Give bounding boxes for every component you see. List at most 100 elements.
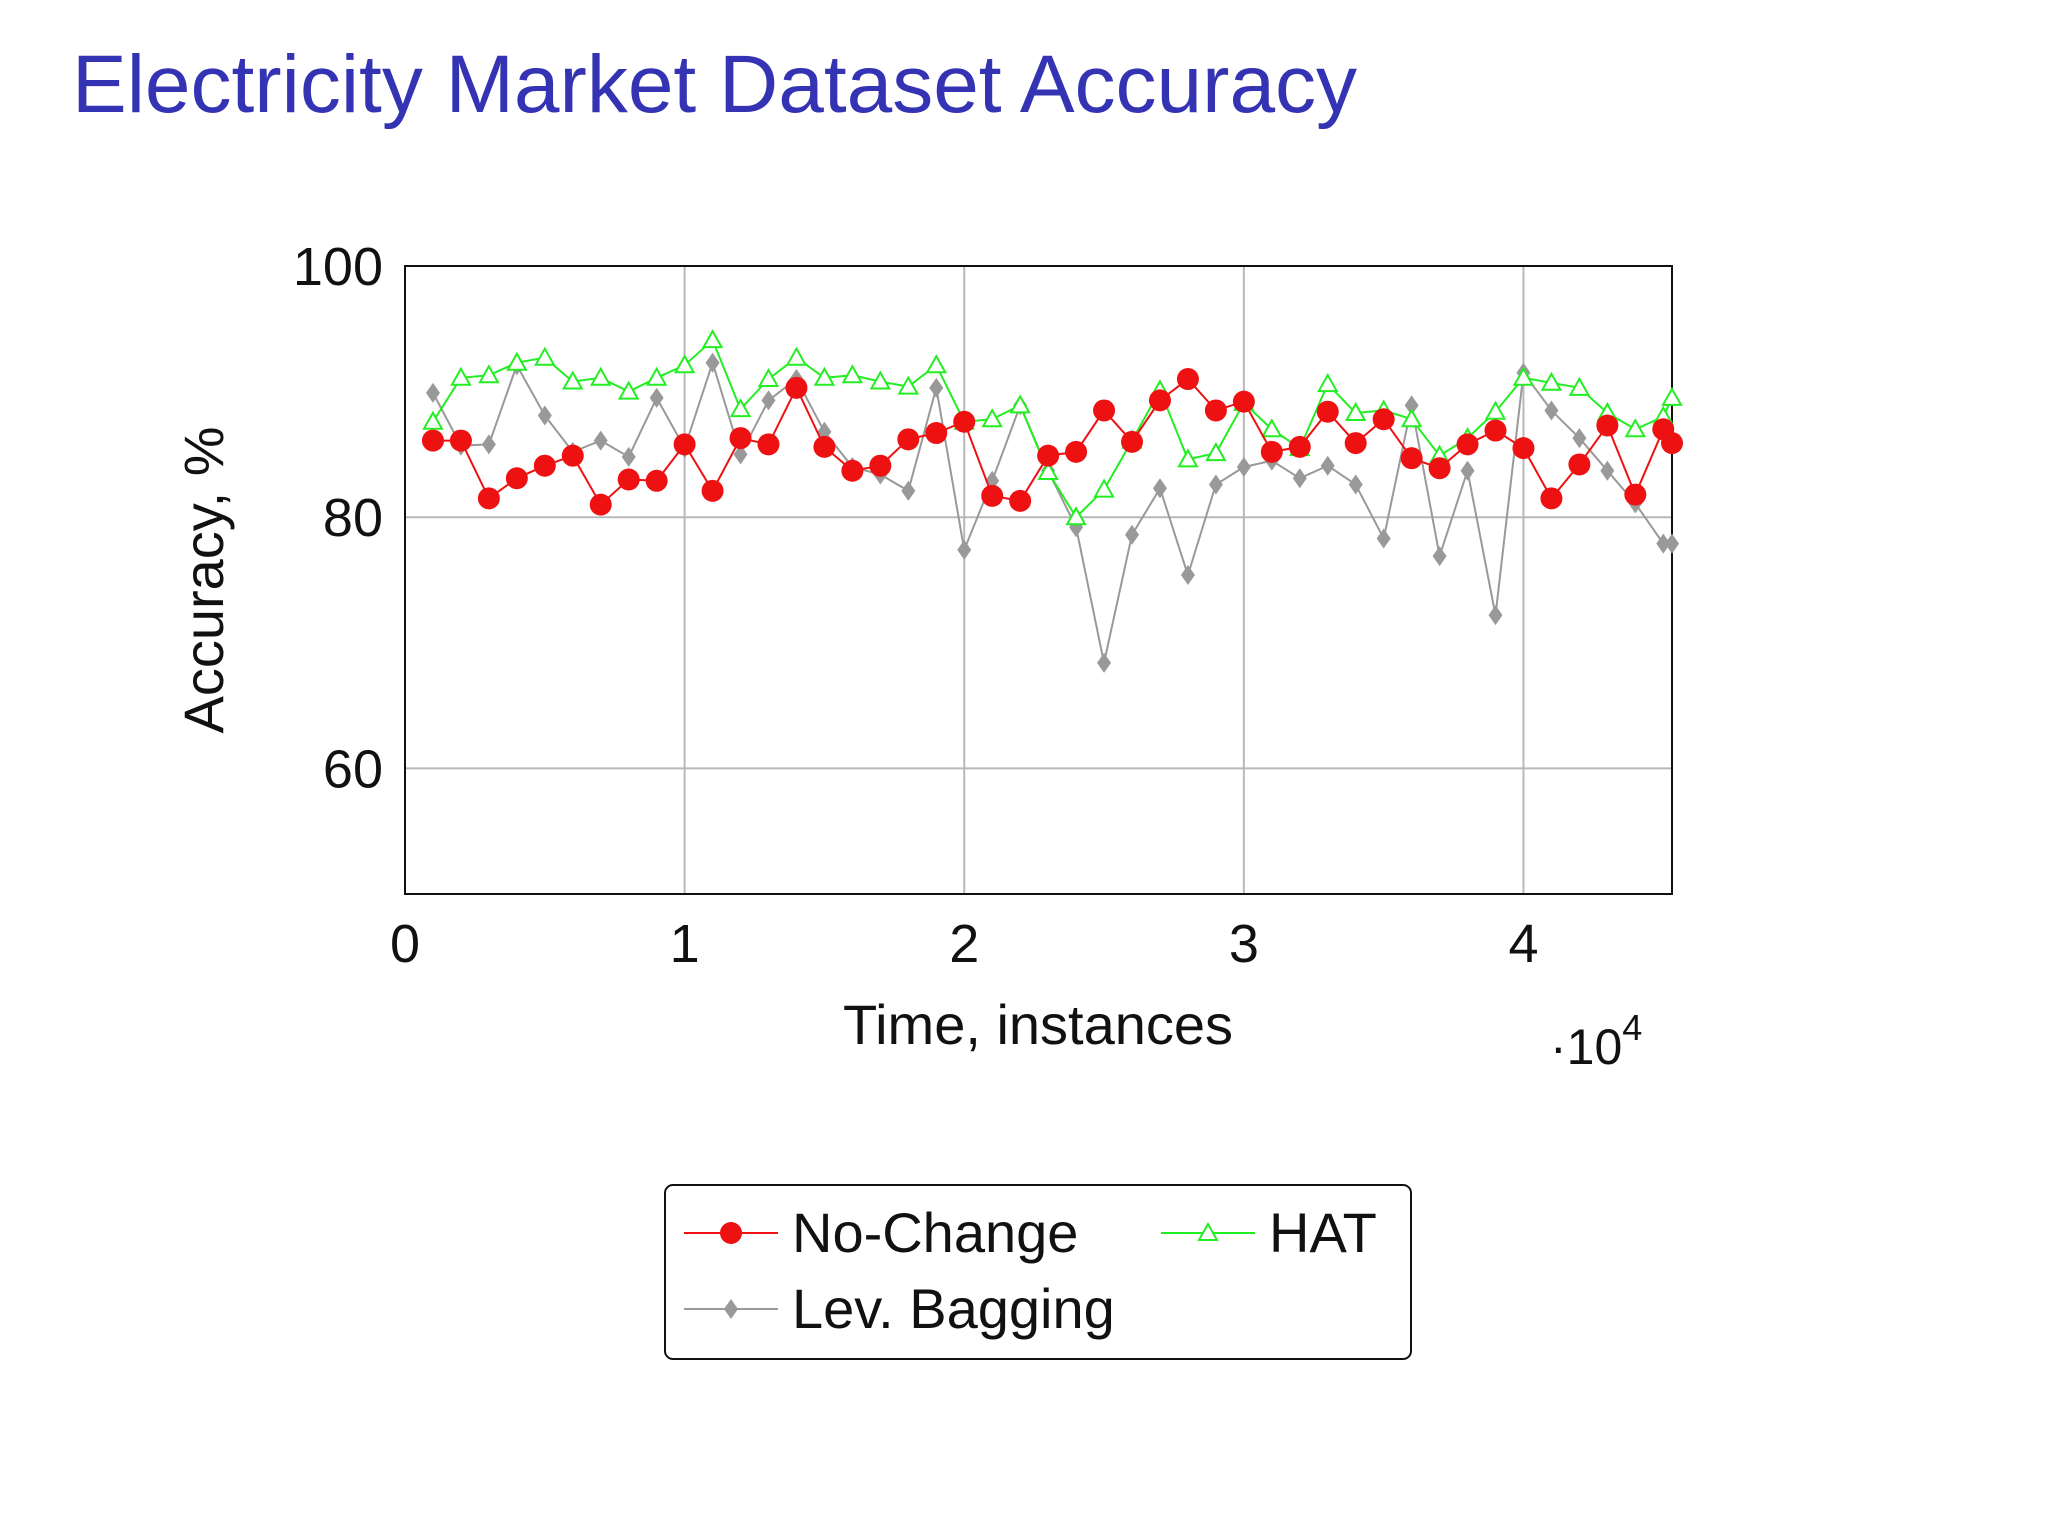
data-point <box>897 375 920 395</box>
data-point <box>701 329 724 349</box>
data-point <box>645 469 668 492</box>
data-point <box>1484 400 1507 420</box>
data-point <box>1292 468 1307 489</box>
series-line-no-change <box>433 377 1673 507</box>
data-point <box>1093 399 1116 422</box>
data-point <box>1572 428 1587 449</box>
data-point <box>1428 457 1451 480</box>
legend-lev-bagging-label: Lev. Bagging <box>792 1277 1115 1340</box>
data-point <box>1097 652 1112 673</box>
x-tick-label: 0 <box>390 914 420 974</box>
data-point <box>733 444 748 465</box>
data-point <box>589 493 612 516</box>
y-tick-label: 80 <box>323 488 383 548</box>
data-point <box>534 346 556 366</box>
data-point <box>1460 460 1475 481</box>
data-point <box>869 370 892 390</box>
x-tick-label: 2 <box>949 914 979 974</box>
data-point <box>422 410 444 430</box>
series-line-lev-bagging <box>432 359 1672 664</box>
data-point <box>1344 432 1367 455</box>
data-point <box>925 422 948 445</box>
data-point <box>1093 478 1115 498</box>
legend-no-change-marker <box>720 1222 742 1244</box>
data-point <box>785 346 808 366</box>
data-point <box>481 434 496 455</box>
data-point <box>478 364 500 384</box>
data-point <box>1037 460 1059 480</box>
data-point <box>1568 453 1591 476</box>
data-point <box>1125 524 1140 545</box>
data-point <box>1600 460 1615 481</box>
data-point <box>1488 605 1503 626</box>
data-point <box>1288 435 1311 458</box>
data-point <box>533 454 556 477</box>
data-point <box>757 433 780 456</box>
data-point <box>617 380 640 400</box>
data-point <box>1236 456 1251 477</box>
data-point <box>421 429 444 452</box>
slide-title: Electricity Market Dataset Accuracy <box>72 39 1358 130</box>
data-point <box>981 484 1004 507</box>
series-layer <box>421 329 1683 673</box>
data-point <box>1176 368 1199 391</box>
data-point <box>1540 487 1563 510</box>
data-point <box>1665 533 1679 554</box>
data-point <box>957 539 972 560</box>
data-point <box>1260 440 1283 463</box>
data-point <box>1344 401 1367 421</box>
data-point <box>1177 448 1199 468</box>
series-no-change <box>421 368 1683 516</box>
data-point <box>757 368 780 388</box>
data-point <box>813 366 836 386</box>
data-point <box>841 364 864 384</box>
data-point <box>1568 376 1591 396</box>
data-point <box>1376 528 1391 549</box>
data-point <box>621 446 636 467</box>
data-point <box>562 370 584 390</box>
data-point <box>1009 394 1031 414</box>
data-point <box>1065 506 1087 526</box>
data-point <box>617 468 640 491</box>
data-point <box>649 387 664 408</box>
x-axis-multiplier-base: ·10 <box>1550 1019 1622 1075</box>
data-point <box>1596 414 1619 437</box>
legend-no-change-label: No-Change <box>792 1201 1078 1264</box>
data-point <box>1152 478 1167 499</box>
series-hat <box>422 329 1683 526</box>
series-lev-bagging <box>425 352 1679 673</box>
legend-hat-marker <box>1197 1221 1219 1241</box>
data-point <box>1540 371 1563 391</box>
data-point <box>729 398 752 418</box>
x-axis-label: Time, instances <box>843 993 1233 1056</box>
y-axis-label: Accuracy, % <box>172 426 235 733</box>
x-tick-label: 3 <box>1229 914 1259 974</box>
data-point <box>1400 408 1423 428</box>
data-point <box>590 366 612 386</box>
data-point <box>841 459 864 482</box>
data-point <box>1009 489 1032 512</box>
data-point <box>701 479 724 502</box>
data-point <box>1400 447 1423 470</box>
data-point <box>1204 399 1227 422</box>
legend-hat-label: HAT <box>1269 1201 1377 1264</box>
y-tick-label: 100 <box>293 237 383 297</box>
series-line-hat <box>432 338 1673 519</box>
x-tick-label: 4 <box>1508 914 1538 974</box>
y-tick-label: 60 <box>323 739 383 799</box>
data-point <box>1544 400 1559 421</box>
data-point <box>1456 433 1479 456</box>
data-point <box>477 487 500 510</box>
data-point <box>869 454 892 477</box>
data-point <box>1320 455 1335 476</box>
data-point <box>1348 474 1363 495</box>
data-point <box>925 354 947 374</box>
data-point <box>425 382 440 403</box>
data-point <box>1661 432 1683 455</box>
tick-labels: 0 1 2 3 4 60 80 100 <box>293 237 1539 974</box>
data-point <box>561 444 584 467</box>
data-point <box>673 354 696 374</box>
data-point <box>1232 390 1255 413</box>
data-point <box>929 377 944 398</box>
